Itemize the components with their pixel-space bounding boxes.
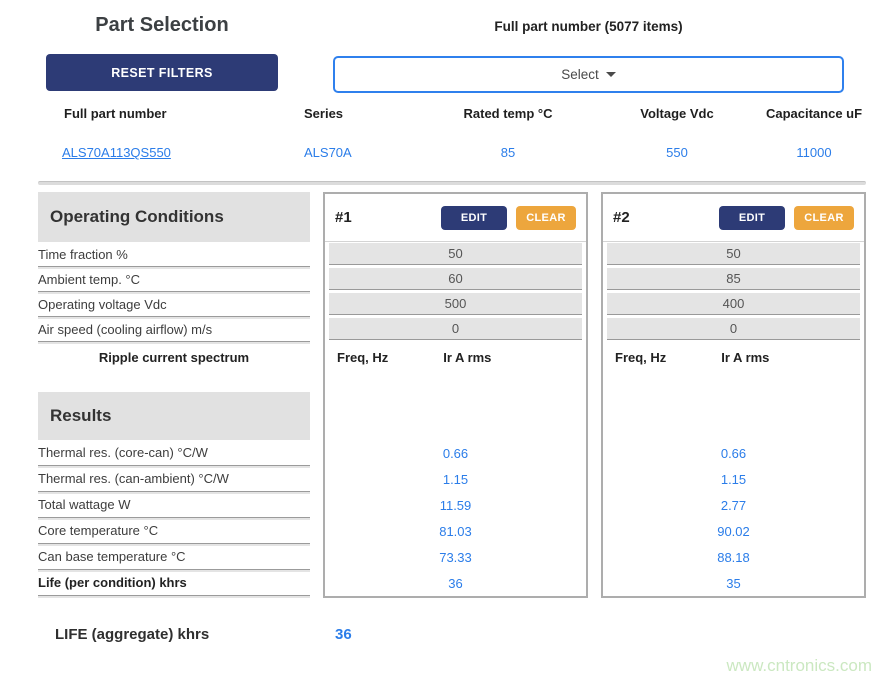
condition-1-id: #1 <box>335 209 352 226</box>
ambient-temp-cell: 85 <box>603 267 864 292</box>
core-temperature-value: 90.02 <box>717 523 750 539</box>
table-row: ALS70A113QS550 ALS70A 85 550 11000 <box>38 145 866 160</box>
col-header-capacitance: Capacitance uF <box>765 106 863 121</box>
spectrum-column-headers: Freq, Hz Ir A rms <box>325 342 586 372</box>
label-time-fraction: Time fraction % <box>38 242 310 267</box>
label-core-temperature: Core temperature °C <box>38 518 310 544</box>
part-number-link[interactable]: ALS70A113QS550 <box>62 145 171 160</box>
time-fraction-cell: 50 <box>603 242 864 267</box>
voltage-value: 550 <box>666 145 688 160</box>
parts-table: Full part number Series Rated temp °C Vo… <box>0 106 886 160</box>
rated-temp-value: 85 <box>500 145 516 160</box>
filter-right-block: Full part number (5077 items) Select <box>333 14 844 93</box>
ambient-temp-cell: 60 <box>325 267 586 292</box>
condition-panel-1: #1 EDIT CLEAR 50 60 500 0 Freq, Hz Ir A … <box>323 192 588 598</box>
freq-header: Freq, Hz <box>615 349 667 365</box>
series-value: ALS70A <box>304 145 352 160</box>
aggregate-life-value: 36 <box>335 626 352 643</box>
reset-filters-button[interactable]: RESET FILTERS <box>46 54 278 91</box>
filter-left-block: Part Selection RESET FILTERS <box>46 14 278 93</box>
clear-button[interactable]: CLEAR <box>794 205 854 230</box>
section-divider <box>38 181 866 185</box>
spacer <box>38 372 310 392</box>
col-header-series: Series <box>304 106 344 121</box>
ir-header: Ir A rms <box>443 349 492 365</box>
col-header-voltage: Voltage Vdc <box>640 106 714 121</box>
air-speed-cell: 0 <box>603 317 864 342</box>
watermark: www.cntronics.com <box>726 656 872 675</box>
life-per-condition-value: 36 <box>448 575 463 591</box>
operating-voltage-cell: 500 <box>325 292 586 317</box>
col-header-rated-temp: Rated temp °C <box>463 106 553 121</box>
label-operating-voltage: Operating voltage Vdc <box>38 292 310 317</box>
operating-voltage-cell: 400 <box>603 292 864 317</box>
label-air-speed: Air speed (cooling airflow) m/s <box>38 317 310 342</box>
labels-column: Operating Conditions Time fraction % Amb… <box>38 192 310 598</box>
aggregate-life-row: LIFE (aggregate) khrs 36 <box>55 626 886 643</box>
page-title: Part Selection <box>95 14 229 36</box>
edit-button[interactable]: EDIT <box>719 205 785 230</box>
air-speed-cell: 0 <box>325 317 586 342</box>
parts-table-header: Full part number Series Rated temp °C Vo… <box>38 106 866 121</box>
ir-header: Ir A rms <box>721 349 770 365</box>
thermal-can-ambient-value: 1.15 <box>720 471 747 487</box>
col-header-part-number: Full part number <box>64 106 167 121</box>
label-ambient-temp: Ambient temp. °C <box>38 267 310 292</box>
part-number-select[interactable]: Select <box>333 56 844 93</box>
capacitance-value: 11000 <box>796 145 832 160</box>
spectrum-empty-area <box>325 372 586 440</box>
condition-panel-2: #2 EDIT CLEAR 50 85 400 0 Freq, Hz Ir A … <box>601 192 866 598</box>
can-base-temperature-value: 73.33 <box>439 549 472 565</box>
spectrum-empty-area <box>603 372 864 440</box>
total-wattage-value: 2.77 <box>720 497 747 513</box>
label-thermal-can-ambient: Thermal res. (can-ambient) °C/W <box>38 466 310 492</box>
select-value: Select <box>561 67 599 82</box>
edit-button[interactable]: EDIT <box>441 205 507 230</box>
dropdown-label: Full part number (5077 items) <box>494 19 683 34</box>
time-fraction-cell: 50 <box>325 242 586 267</box>
label-can-base-temperature: Can base temperature °C <box>38 544 310 570</box>
thermal-core-can-value: 0.66 <box>442 445 469 461</box>
thermal-can-ambient-value: 1.15 <box>442 471 469 487</box>
condition-2-header: #2 EDIT CLEAR <box>603 194 864 242</box>
label-ripple-spectrum: Ripple current spectrum <box>98 349 250 365</box>
condition-1-header: #1 EDIT CLEAR <box>325 194 586 242</box>
operating-conditions-header: Operating Conditions <box>38 192 310 242</box>
chevron-down-icon <box>605 72 616 77</box>
freq-header: Freq, Hz <box>337 349 389 365</box>
label-life-per-condition: Life (per condition) khrs <box>38 570 310 596</box>
label-thermal-core-can: Thermal res. (core-can) °C/W <box>38 440 310 466</box>
thermal-core-can-value: 0.66 <box>720 445 747 461</box>
aggregate-life-label: LIFE (aggregate) khrs <box>55 626 210 643</box>
top-section: Part Selection RESET FILTERS Full part n… <box>0 0 886 93</box>
condition-2-id: #2 <box>613 209 630 226</box>
core-temperature-value: 81.03 <box>439 523 472 539</box>
clear-button[interactable]: CLEAR <box>516 205 576 230</box>
life-per-condition-value: 35 <box>726 575 741 591</box>
spectrum-column-headers: Freq, Hz Ir A rms <box>603 342 864 372</box>
total-wattage-value: 11.59 <box>439 497 472 513</box>
can-base-temperature-value: 88.18 <box>717 549 750 565</box>
label-total-wattage: Total wattage W <box>38 492 310 518</box>
results-header: Results <box>38 392 310 440</box>
conditions-results-grid: Operating Conditions Time fraction % Amb… <box>38 192 866 598</box>
